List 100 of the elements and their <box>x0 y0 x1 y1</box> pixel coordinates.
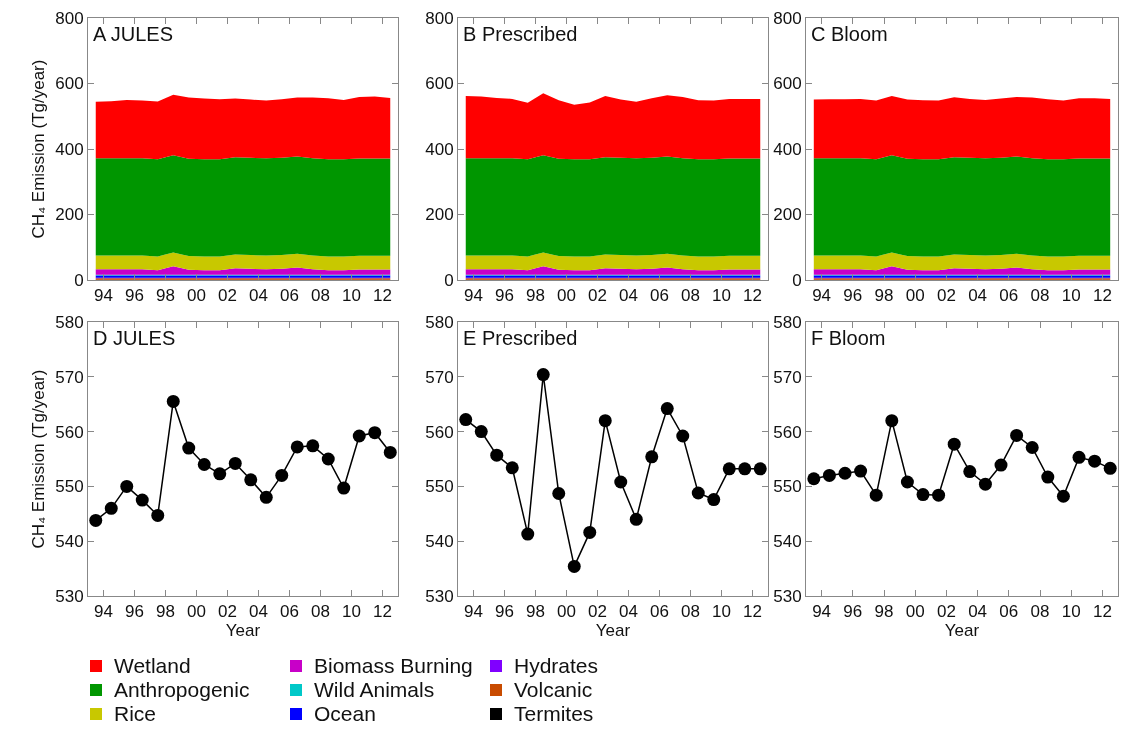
y-tick-label: 200 <box>773 205 802 225</box>
x-tick-label: 02 <box>588 286 607 306</box>
y-tick-label: 530 <box>55 586 84 606</box>
x-tick-label: 08 <box>681 602 700 622</box>
x-tick-label: 04 <box>968 602 988 622</box>
x-tick-label: 12 <box>743 602 762 622</box>
x-axis-title: Year <box>944 621 980 641</box>
y-tick-label: 600 <box>425 74 454 94</box>
chart-title: A JULES <box>93 23 174 45</box>
x-tick-label: 94 <box>94 602 113 622</box>
x-tick-label: 00 <box>905 602 925 622</box>
x-tick-label: 96 <box>125 602 144 622</box>
x-tick-label: 94 <box>464 286 483 306</box>
x-tick-label: 06 <box>280 286 299 306</box>
x-tick-label: 04 <box>249 602 268 622</box>
y-tick-label: 550 <box>55 477 84 497</box>
y-tick-label: 570 <box>55 367 84 387</box>
x-tick-label: 08 <box>1030 286 1050 306</box>
x-tick-label: 00 <box>187 602 206 622</box>
y-tick-label: 200 <box>425 205 454 225</box>
y-tick-label: 0 <box>74 270 84 290</box>
chart-title: B Prescribed <box>463 23 578 45</box>
y-tick-label: 530 <box>425 586 454 606</box>
x-tick-label: 12 <box>1092 602 1112 622</box>
x-tick-label: 00 <box>905 286 925 306</box>
x-tick-label: 12 <box>373 286 392 306</box>
x-tick-label: 04 <box>619 286 638 306</box>
x-tick-label: 10 <box>712 602 731 622</box>
x-tick-label: 00 <box>187 286 206 306</box>
y-tick-label: 530 <box>773 586 802 606</box>
chart-title: F Bloom <box>811 327 886 349</box>
x-tick-label: 96 <box>843 602 863 622</box>
y-tick-label: 550 <box>425 477 454 497</box>
legend-label: Hydrates <box>514 654 599 678</box>
y-tick-label: 570 <box>425 367 454 387</box>
x-tick-label: 04 <box>968 286 988 306</box>
y-tick-label: 800 <box>773 8 802 28</box>
x-tick-label: 94 <box>464 602 483 622</box>
x-tick-label: 98 <box>874 602 894 622</box>
y-axis-title: CH₄ Emission (Tg/year) <box>28 59 48 239</box>
x-tick-label: 10 <box>342 286 361 306</box>
x-tick-label: 96 <box>495 286 514 306</box>
x-tick-label: 00 <box>557 286 576 306</box>
x-tick-label: 08 <box>311 286 330 306</box>
y-tick-label: 400 <box>425 139 454 159</box>
chart-title: E Prescribed <box>463 327 578 349</box>
y-tick-label: 0 <box>444 270 454 290</box>
y-tick-label: 560 <box>425 422 454 442</box>
y-tick-label: 800 <box>425 8 454 28</box>
x-tick-label: 96 <box>125 286 144 306</box>
legend-label: Volcanic <box>514 678 593 702</box>
x-tick-label: 94 <box>812 602 832 622</box>
legend-label: Rice <box>114 702 157 726</box>
x-tick-label: 02 <box>936 602 956 622</box>
legend-label: Termites <box>514 702 594 726</box>
x-tick-label: 96 <box>843 286 863 306</box>
y-tick-label: 800 <box>55 8 84 28</box>
y-tick-label: 580 <box>773 312 802 332</box>
y-tick-label: 580 <box>55 312 84 332</box>
chart-title: C Bloom <box>811 23 888 45</box>
chart-title: D JULES <box>93 327 176 349</box>
x-tick-label: 12 <box>373 602 392 622</box>
y-tick-label: 560 <box>55 422 84 442</box>
legend-label: Ocean <box>314 702 376 726</box>
y-tick-label: 540 <box>773 532 802 552</box>
legend-label: Wetland <box>114 654 191 678</box>
y-tick-label: 580 <box>425 312 454 332</box>
y-tick-label: 400 <box>773 139 802 159</box>
x-tick-label: 08 <box>681 286 700 306</box>
y-tick-label: 600 <box>55 74 84 94</box>
x-tick-label: 10 <box>1061 602 1081 622</box>
x-tick-label: 94 <box>812 286 832 306</box>
x-tick-label: 06 <box>999 286 1019 306</box>
x-tick-label: 94 <box>94 286 113 306</box>
x-tick-label: 98 <box>874 286 894 306</box>
x-tick-label: 98 <box>526 286 545 306</box>
legend-label: Anthropogenic <box>114 678 250 702</box>
y-tick-label: 540 <box>425 532 454 552</box>
y-tick-label: 200 <box>55 205 84 225</box>
y-tick-label: 0 <box>792 270 802 290</box>
x-axis-title: Year <box>225 621 261 641</box>
x-tick-label: 06 <box>650 602 669 622</box>
x-tick-label: 98 <box>156 602 175 622</box>
x-tick-label: 08 <box>311 602 330 622</box>
x-tick-label: 96 <box>495 602 514 622</box>
y-tick-label: 560 <box>773 422 802 442</box>
x-tick-label: 98 <box>156 286 175 306</box>
legend-label: Biomass Burning <box>314 654 473 678</box>
x-tick-label: 02 <box>588 602 607 622</box>
y-tick-label: 570 <box>773 367 802 387</box>
x-tick-label: 02 <box>936 286 956 306</box>
x-tick-label: 06 <box>999 602 1019 622</box>
x-tick-label: 10 <box>712 286 731 306</box>
x-tick-label: 12 <box>743 286 762 306</box>
y-tick-label: 400 <box>55 139 84 159</box>
y-tick-label: 600 <box>773 74 802 94</box>
legend-label: Wild Animals <box>314 678 435 702</box>
x-tick-label: 06 <box>280 602 299 622</box>
x-tick-label: 02 <box>218 602 237 622</box>
x-tick-label: 04 <box>619 602 638 622</box>
